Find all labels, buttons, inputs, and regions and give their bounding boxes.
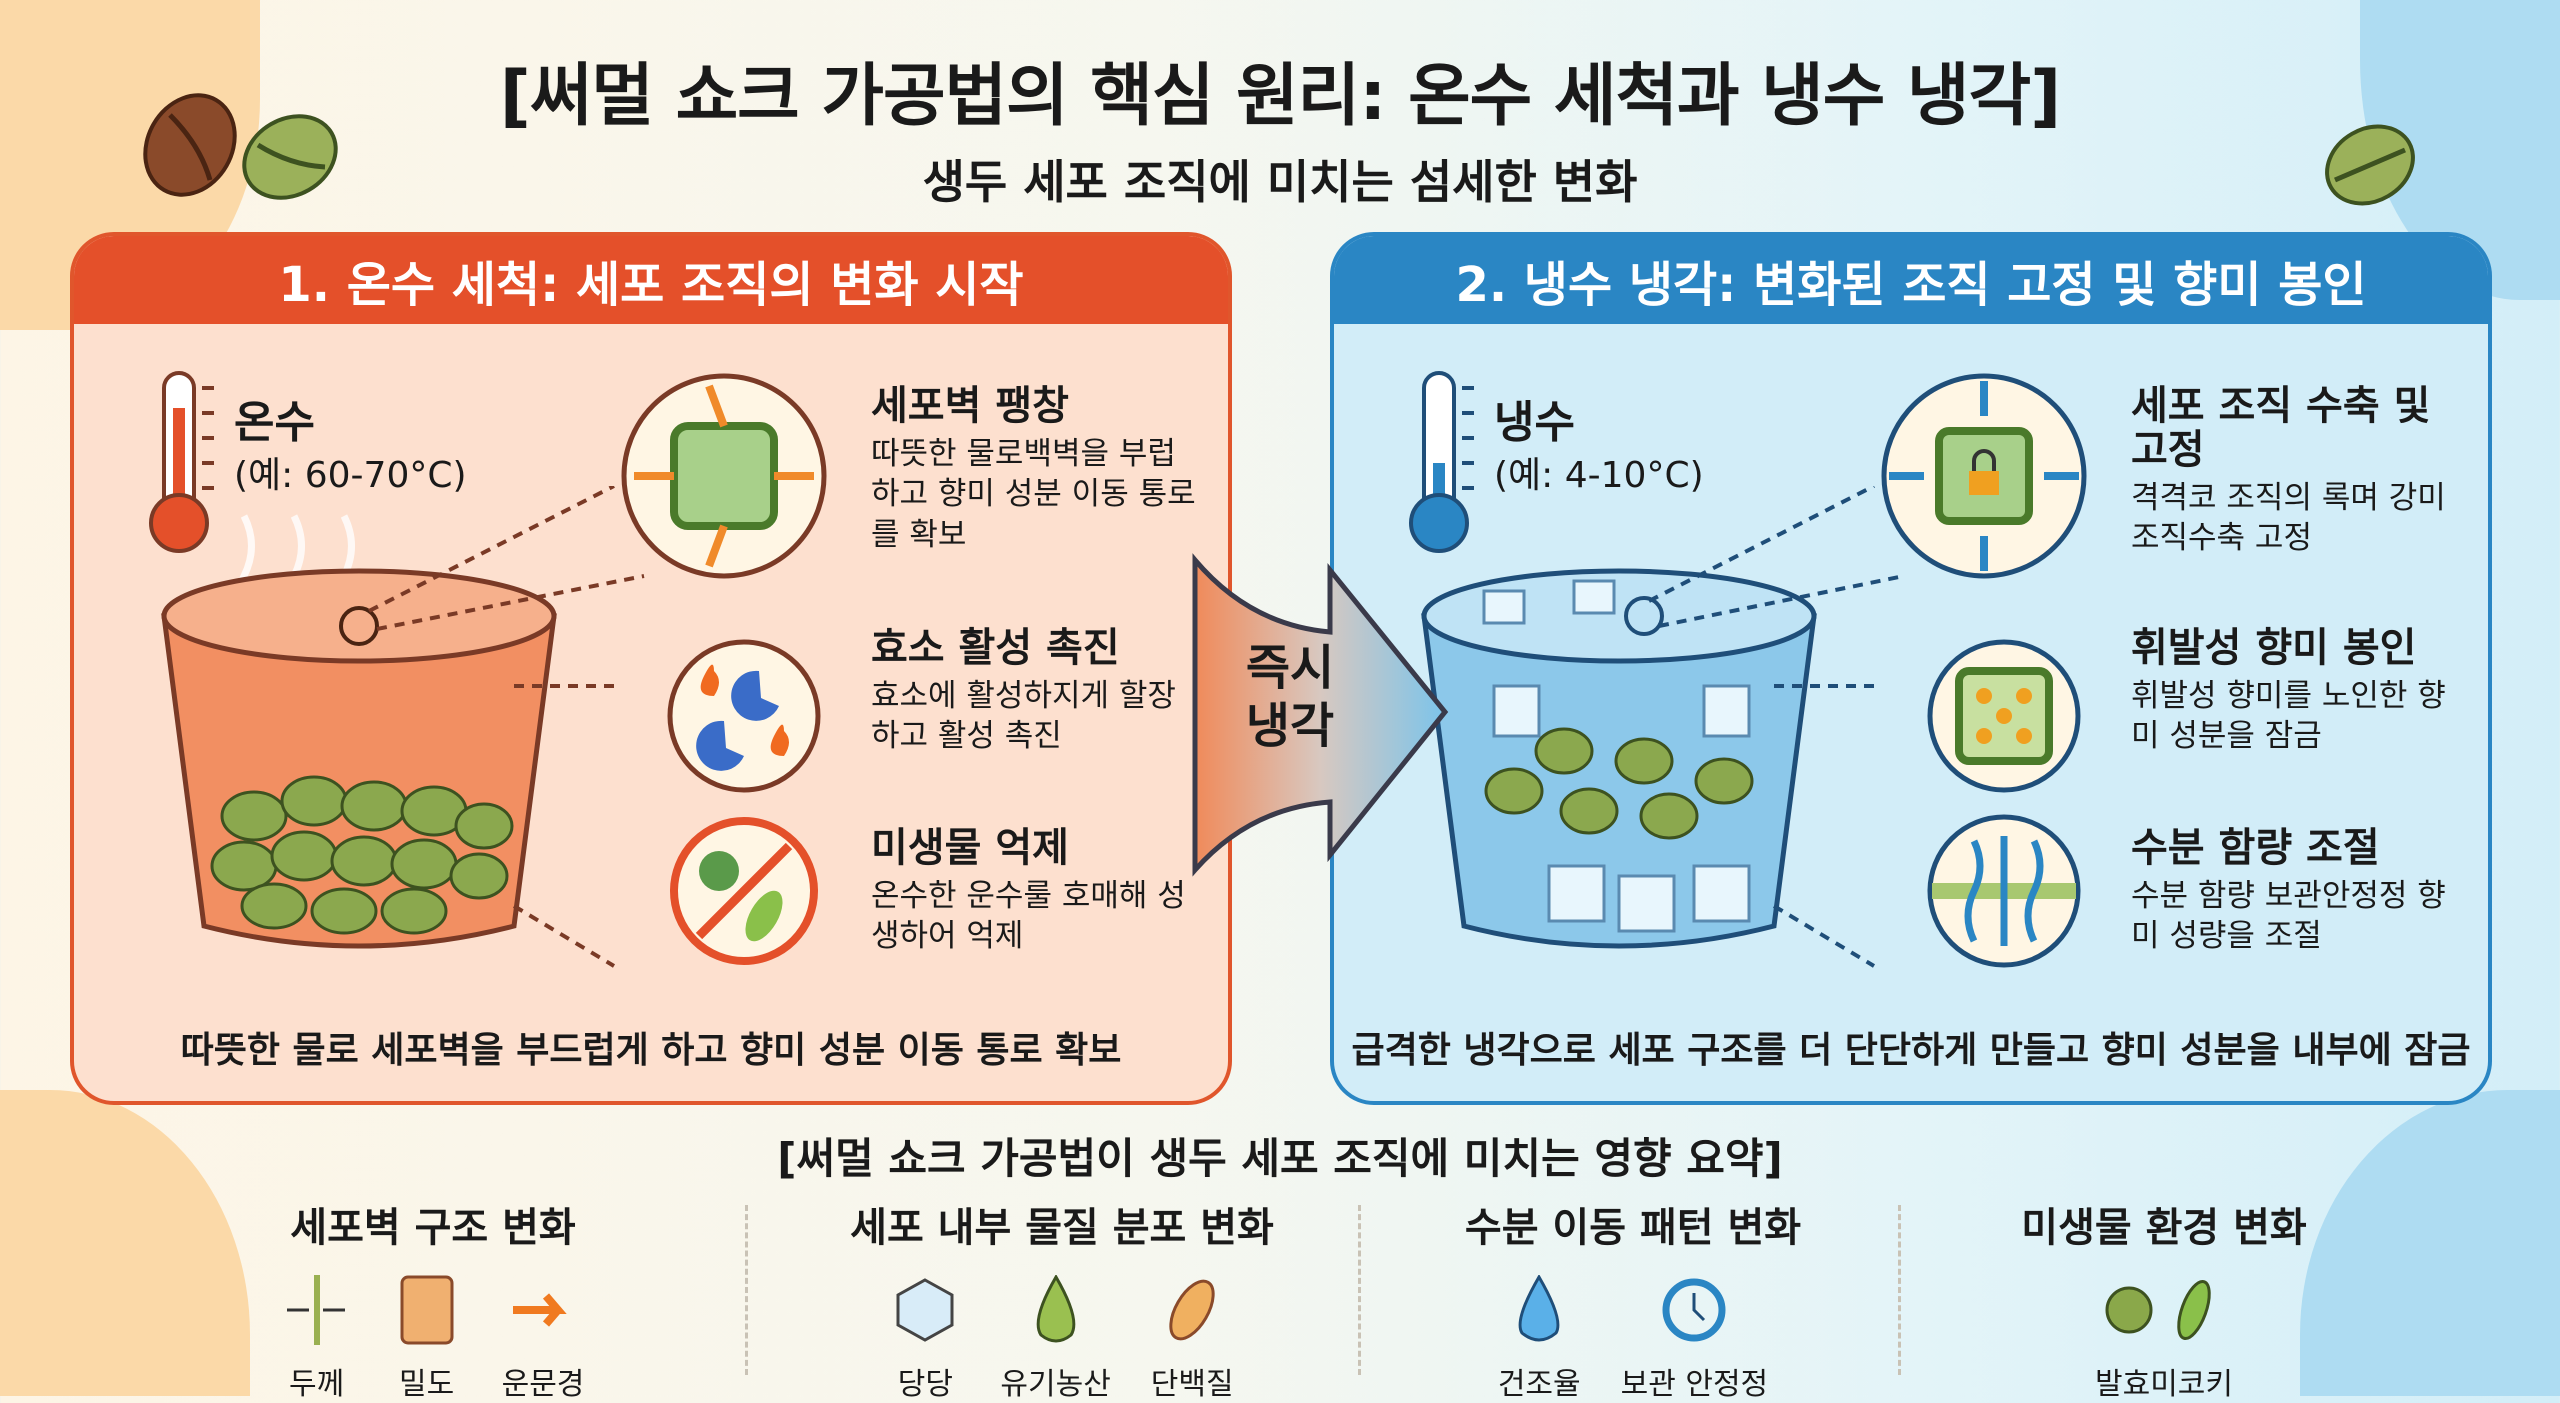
enzyme-icon — [667, 639, 821, 793]
arrow-label: 즉시 냉각 — [1205, 640, 1375, 755]
aroma-seal-icon — [1927, 639, 2081, 793]
summary-item-label: 두께 — [288, 1367, 345, 1402]
no-microbe-icon — [670, 817, 818, 965]
thickness-icon — [286, 1275, 345, 1345]
summary-item-label: 밀도 — [398, 1367, 455, 1402]
sugar-cube-icon — [896, 1278, 954, 1342]
temp-name: 냉수 — [1494, 397, 1575, 448]
divider — [1358, 1205, 1361, 1375]
summary-item-label: 단백질 — [1150, 1367, 1234, 1402]
clock-refresh-icon — [1662, 1278, 1726, 1342]
green-bean-icon — [2325, 124, 2415, 206]
summary-item-label: 건조율 — [1497, 1367, 1581, 1402]
summary-col-title: 세포 내부 물질 분포 변화 — [850, 1205, 1274, 1251]
water-drop-icon — [1518, 1275, 1560, 1342]
feature-desc: 격격코 조직의 록며 강미 조직수축 고정 — [2131, 480, 2446, 557]
temp-name: 온수 — [234, 397, 315, 448]
cell-expand-icon — [621, 373, 827, 579]
divider — [1898, 1205, 1901, 1375]
panel-header: 1. 온수 세척: 세포 조직의 변화 시작 — [74, 236, 1228, 324]
hot-water-cup-illustration — [161, 486, 645, 968]
transition-arrow-icon — [1192, 553, 1449, 877]
panel-footer: 급격한 냉각으로 세포 구조를 더 단단하게 만들고 향미 성분을 내부에 잠금 — [1351, 1030, 2471, 1071]
panel-footer: 따뜻한 물로 세포벽을 부드럽게 하고 향미 성분 이동 통로 확보 — [180, 1030, 1122, 1071]
feature-desc: 수분 함량 보관안정정 향미 성량을 조절 — [2131, 878, 2446, 955]
summary-internal-substance: 세포 내부 물질 분포 변화 당당 유기농산 단백질 — [782, 1195, 1342, 1403]
summary-item-label: 당당 — [897, 1367, 953, 1402]
feature-desc: 휘발성 향미를 노인한 향미 성분을 잠금 — [2131, 678, 2446, 755]
density-icon — [400, 1275, 454, 1345]
summary-item-label: 운문경 — [501, 1367, 585, 1402]
thermometer-hot-icon — [149, 371, 214, 553]
acid-drop-icon — [1036, 1275, 1075, 1343]
protein-icon — [1169, 1279, 1215, 1341]
summary-col-title: 미생물 환경 변화 — [2021, 1205, 2307, 1251]
hot-wash-panel: 1. 온수 세척: 세포 조직의 변화 시작 온수 (예: 60-70°C) 세… — [70, 232, 1232, 1105]
transport-path-icon — [513, 1293, 567, 1327]
feature-title: 세포 조직 수축 및 고정 — [2131, 383, 2431, 473]
panel-header: 2. 냉수 냉각: 변화된 조직 고정 및 향미 봉인 — [1334, 236, 2488, 324]
summary-col-title: 수분 이동 패턴 변화 — [1464, 1205, 1802, 1251]
feature-title: 효소 활성 촉진 — [871, 625, 1120, 671]
page-title: [써멀 쇼크 가공법의 핵심 원리: 온수 세척과 냉수 냉각] — [499, 57, 2062, 136]
summary-cell-wall: 세포벽 구조 변화 두께 밀도 운문경 — [153, 1195, 713, 1403]
summary-moisture-pattern: 수분 이동 패턴 변화 건조율 보관 안정정 — [1353, 1195, 1913, 1403]
summary-item-label: 발효미코키 — [2095, 1367, 2233, 1402]
feature-title: 세포벽 팽창 — [871, 383, 1069, 429]
cell-lock-icon — [1881, 373, 2087, 579]
summary-item-label: 유기농산 — [1000, 1367, 1111, 1402]
summary-title: [써멀 쇼크 가공법이 생두 세포 조직에 미치는 영향 요약] — [777, 1134, 1783, 1183]
temp-range: (예: 4-10°C) — [1494, 455, 1704, 496]
moisture-flow-icon — [1927, 814, 2081, 968]
cold-cooling-panel: 2. 냉수 냉각: 변화된 조직 고정 및 향미 봉인 냉수 (예: 4-10°… — [1330, 232, 2492, 1105]
page-subtitle: 생두 세포 조직에 미치는 섬세한 변화 — [922, 155, 1638, 209]
feature-desc: 온수한 운수룰 호매해 성생하어 억제 — [871, 878, 1186, 955]
feature-cell-contraction: 세포 조직 수축 및 고정 격격코 조직의 록며 강미 조직수축 고정 — [2131, 384, 2461, 559]
feature-desc: 따뜻한 물로백벽을 부럽하고 향미 성분 이동 통로를 확보 — [871, 436, 1196, 553]
summary-microbe-env: 미생물 환경 변화 발효미코키 — [1884, 1195, 2444, 1403]
arrow-label-line: 즉시 — [1245, 640, 1335, 696]
divider — [745, 1205, 748, 1375]
ice-water-cup-illustration — [1421, 486, 1905, 968]
summary-item-label: 보관 안정정 — [1620, 1367, 1769, 1402]
thermometer-cold-icon — [1409, 371, 1474, 553]
feature-title: 미생물 억제 — [871, 825, 1069, 871]
microbe-icon — [2105, 1280, 2211, 1340]
feature-desc: 효소에 활성하지게 할장하고 활성 촉진 — [871, 678, 1176, 755]
feature-title: 수분 함량 조절 — [2131, 825, 2380, 871]
arrow-label-line: 냉각 — [1245, 697, 1335, 754]
summary-col-title: 세포벽 구조 변화 — [290, 1205, 576, 1251]
temp-range: (예: 60-70°C) — [234, 455, 467, 496]
feature-title: 휘발성 향미 봉인 — [2131, 625, 2417, 671]
coffee-beans-icon — [143, 93, 338, 200]
